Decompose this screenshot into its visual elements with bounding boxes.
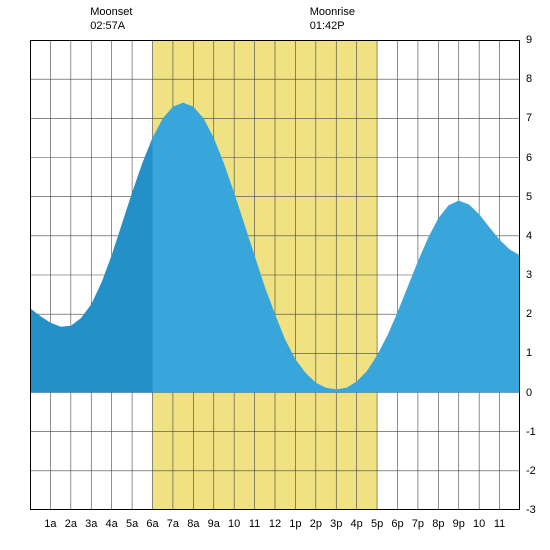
x-tick-label: 3p [330,518,342,530]
x-tick-label: 4p [351,518,363,530]
moonrise-title: Moonrise [310,6,355,19]
y-tick-label: 0 [526,387,532,399]
x-tick-label: 5p [371,518,383,530]
x-tick-label: 3a [85,518,97,530]
x-tick-label: 6a [146,518,158,530]
x-tick-label: 6p [391,518,403,530]
moonrise-time: 01:42P [310,20,345,33]
x-tick-label: 7p [412,518,424,530]
x-tick-label: 1p [289,518,301,530]
x-tick-label: 7a [167,518,179,530]
y-tick-label: -1 [526,426,536,438]
y-tick-label: 7 [526,112,532,124]
y-tick-label: 1 [526,347,532,359]
x-tick-label: 10 [473,518,485,530]
x-tick-label: 5a [126,518,138,530]
y-tick-label: 9 [526,34,532,46]
y-tick-label: 6 [526,152,532,164]
x-tick-label: 9a [208,518,220,530]
x-tick-label: 1a [44,518,56,530]
y-tick-label: 5 [526,191,532,203]
y-tick-label: -3 [526,504,536,516]
y-tick-label: 8 [526,73,532,85]
tide-chart [30,40,520,510]
x-tick-label: 11 [249,518,260,530]
x-tick-label: 8p [432,518,444,530]
x-tick-label: 9p [453,518,465,530]
x-tick-label: 4a [106,518,118,530]
x-tick-label: 8a [187,518,199,530]
x-tick-label: 12 [269,518,281,530]
x-tick-label: 11 [494,518,505,530]
x-tick-label: 10 [228,518,240,530]
x-tick-label: 2p [310,518,322,530]
y-tick-label: 2 [526,308,532,320]
moonset-title: Moonset [90,6,132,19]
y-tick-label: 3 [526,269,532,281]
moonset-time: 02:57A [90,20,125,33]
x-tick-label: 2a [65,518,77,530]
y-tick-label: 4 [526,230,532,242]
y-tick-label: -2 [526,465,536,477]
